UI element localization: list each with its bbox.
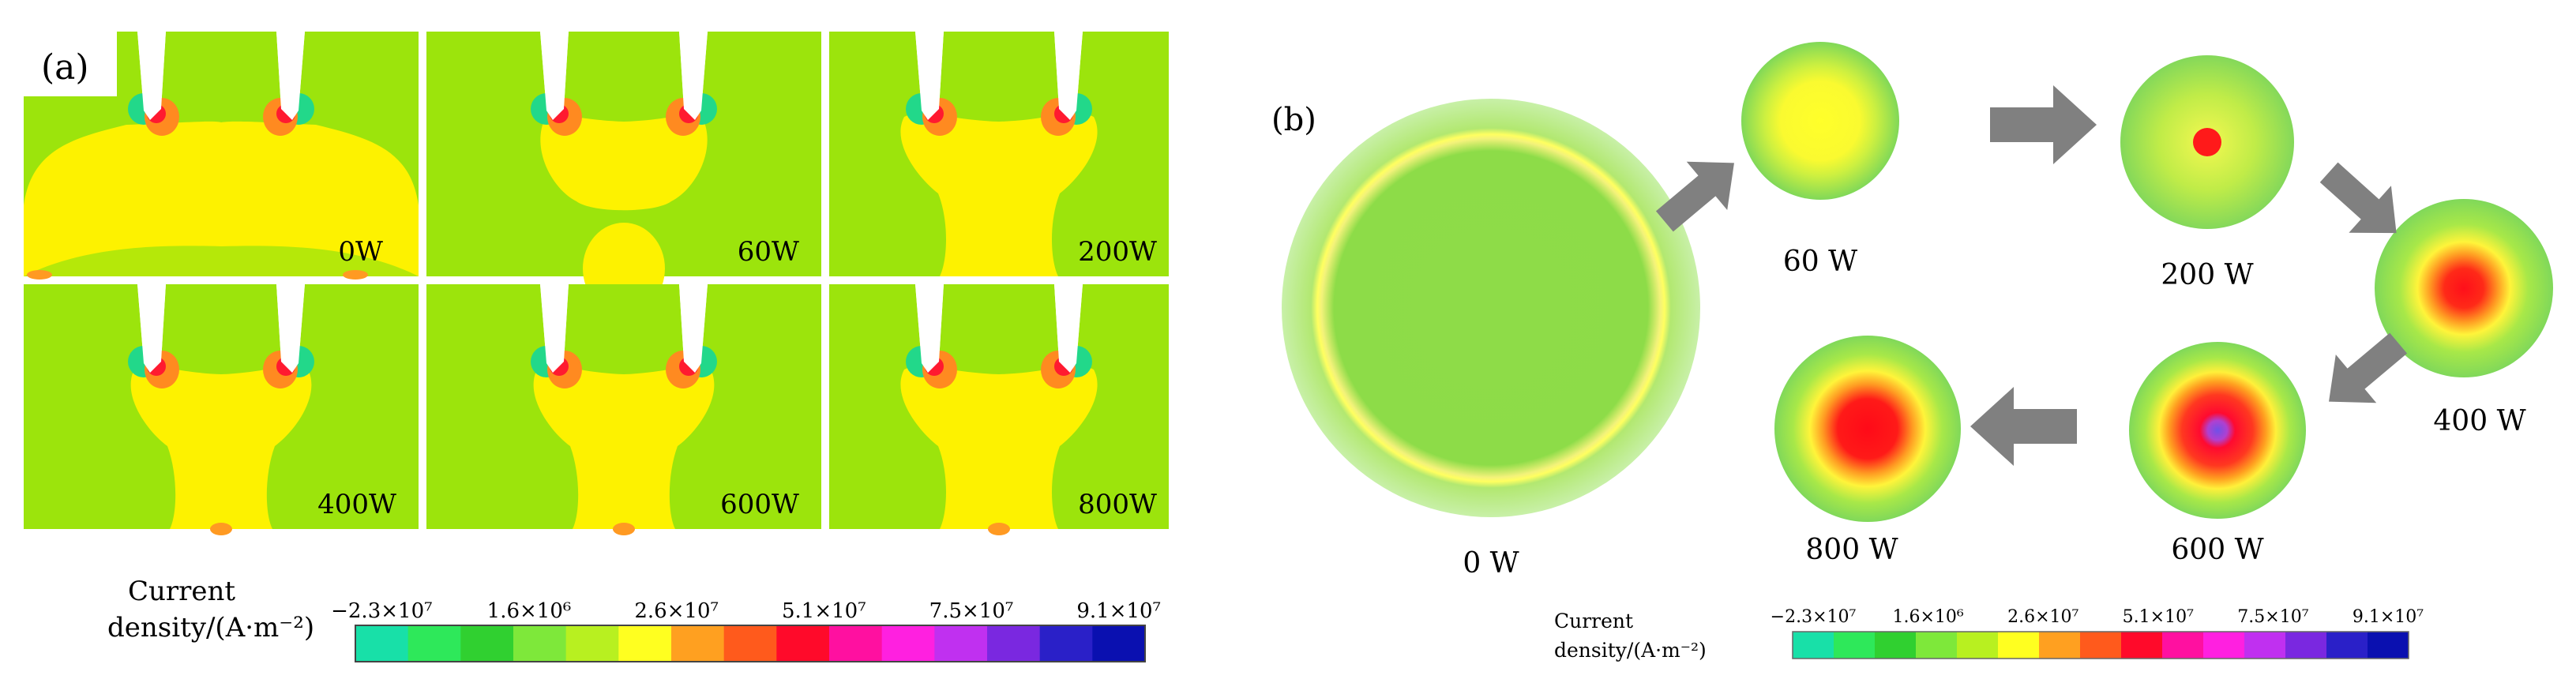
tile-800w: 800W [829,284,1169,535]
colorbar-a-swatch [355,625,409,662]
stage-800w-label: 800 W [1805,534,1898,566]
colorbar-b-swatch [2203,632,2245,659]
colorbar-b-swatch [1998,632,2040,659]
colorbar-b-tick-label: 1.6×10⁶ [1892,607,1963,627]
colorbar-a-swatch [723,625,777,662]
stage-200w-core [2193,128,2221,156]
colorbar-b-swatch [2121,632,2163,659]
stage-800w: 800 W [1774,336,1961,566]
colorbar-b-title-line1: Current [1554,610,1633,632]
colorbar-a-tick-label: 5.1×10⁷ [782,599,866,623]
tile-800w-label: 800W [1078,489,1157,520]
colorbar-a-swatch [407,625,461,662]
panel-a: 0W 60W 200W 400W [24,32,1169,662]
tile-0w: 0W [24,32,419,280]
colorbar-a-swatch [565,625,619,662]
colorbar-a-swatch [776,625,830,662]
colorbar-b-tick-label: 5.1×10⁷ [2123,607,2194,627]
colorbar-a-swatch [671,625,725,662]
colorbar-a-swatch [513,625,567,662]
colorbar-b: Current density/(A·m⁻²) −2.3×10⁷ 1.6×10⁶ 2… [1554,607,2424,662]
arrow-60w-to-200w [1990,85,2097,164]
stage-200w-label: 200 W [2161,259,2253,291]
tile-400w-label: 400W [317,489,396,520]
colorbar-b-swatch [1793,632,1834,659]
colorbar-a: Current density/(A·m⁻²) −2.3×10⁷ 1.6×10⁶ 2… [107,576,1161,662]
stage-0w: 0 W [1282,99,1700,580]
colorbar-a-title-line1: Current [128,576,235,607]
stage-60w: 60 W [1741,42,1899,278]
tile-600w: 600W [426,284,821,535]
colorbar-b-tick-label: 9.1×10⁷ [2353,607,2424,627]
tile-0w-label: 0W [338,236,383,268]
panel-a-label: (a) [41,47,89,88]
colorbar-a-tick-label: −2.3×10⁷ [331,599,432,623]
stage-600w-disk [2129,342,2306,519]
colorbar-b-tick-label: −2.3×10⁷ [1771,607,1857,627]
colorbar-a-swatch [934,625,988,662]
colorbar-b-swatch [1875,632,1917,659]
stage-400w: 400 W [2375,199,2553,437]
colorbar-b-swatch [2326,632,2368,659]
colorbar-b-swatch [2368,632,2409,659]
colorbar-b-swatch [2162,632,2204,659]
stage-400w-disk [2375,199,2553,377]
tile-60w-label: 60W [738,236,799,268]
colorbar-b-tick-label: 2.6×10⁷ [2007,607,2078,627]
stage-800w-disk [1774,336,1961,522]
colorbar-b-swatch [2080,632,2122,659]
stage-400w-label: 400 W [2433,405,2525,437]
tile-60w: 60W [426,32,821,314]
stage-0w-label: 0 W [1463,547,1519,580]
tile-200w: 200W [829,32,1169,276]
colorbar-b-swatch [1834,632,1876,659]
colorbar-b-swatch [2285,632,2327,659]
tile-600w-label: 600W [720,489,799,520]
colorbar-b-title-line2: density/(A·m⁻²) [1554,639,1707,662]
colorbar-a-swatch [987,625,1041,662]
stage-200w: 200 W [2120,55,2294,291]
colorbar-b-swatch [1916,632,1958,659]
colorbar-b-swatch [2244,632,2286,659]
stage-0w-disk [1282,99,1700,517]
panel-b: (b) 0 W 60 W 200 W 400 W 600 W [1271,42,2553,662]
colorbar-a-swatch [1039,625,1093,662]
stage-600w: 600 W [2129,342,2306,566]
stage-60w-disk [1741,42,1899,200]
colorbar-a-tick-label: 7.5×10⁷ [929,599,1014,623]
tile-400w: 400W [24,284,419,535]
colorbar-a-swatch [1092,625,1146,662]
colorbar-a-swatch [881,625,935,662]
arrow-0w-to-60w [1655,161,1734,232]
arrow-200w-to-400w [2319,162,2397,234]
colorbar-b-swatch [2039,632,2081,659]
stage-60w-label: 60 W [1783,246,1857,278]
arrow-400w-to-600w [2329,332,2408,403]
colorbar-a-tick-label: 2.6×10⁷ [634,599,719,623]
colorbar-a-tick-label: 9.1×10⁷ [1076,599,1161,623]
colorbar-a-swatch [618,625,672,662]
colorbar-a-tick-label: 1.6×10⁶ [487,599,572,623]
arrow-600w-to-800w [1970,387,2077,466]
stage-600w-label: 600 W [2171,534,2263,566]
colorbar-a-title-line2: density/(A·m⁻²) [107,612,314,644]
colorbar-b-swatch [1957,632,1999,659]
colorbar-a-swatch [460,625,514,662]
colorbar-a-swatch [829,625,883,662]
colorbar-b-tick-label: 7.5×10⁷ [2237,607,2308,627]
tile-200w-label: 200W [1078,236,1157,268]
panel-b-label: (b) [1271,102,1316,138]
